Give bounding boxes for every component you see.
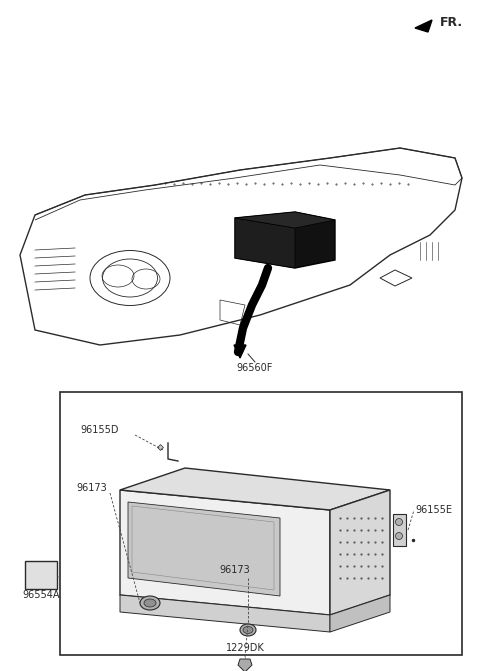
Ellipse shape — [240, 624, 256, 636]
Polygon shape — [25, 561, 57, 589]
Text: 96155D: 96155D — [81, 425, 119, 435]
Polygon shape — [235, 218, 295, 268]
Text: 1229DK: 1229DK — [226, 643, 264, 653]
Polygon shape — [330, 595, 390, 632]
Polygon shape — [330, 490, 390, 615]
Polygon shape — [234, 345, 246, 358]
Polygon shape — [415, 20, 432, 32]
Ellipse shape — [140, 596, 160, 610]
Ellipse shape — [396, 533, 403, 539]
Ellipse shape — [144, 599, 156, 607]
Ellipse shape — [396, 519, 403, 525]
Bar — [60, 392, 462, 655]
Text: 96173: 96173 — [77, 483, 108, 493]
Polygon shape — [120, 468, 390, 510]
Ellipse shape — [243, 627, 253, 633]
Polygon shape — [128, 502, 280, 596]
Polygon shape — [120, 490, 330, 615]
Text: 96155E: 96155E — [415, 505, 452, 515]
Text: FR.: FR. — [440, 15, 463, 28]
Text: 96554A: 96554A — [22, 590, 60, 600]
Text: 96560F: 96560F — [237, 363, 273, 373]
Polygon shape — [235, 212, 335, 268]
Text: 96173: 96173 — [220, 565, 251, 575]
Polygon shape — [235, 212, 335, 228]
Polygon shape — [393, 514, 406, 546]
Polygon shape — [120, 595, 330, 632]
Polygon shape — [238, 659, 252, 671]
